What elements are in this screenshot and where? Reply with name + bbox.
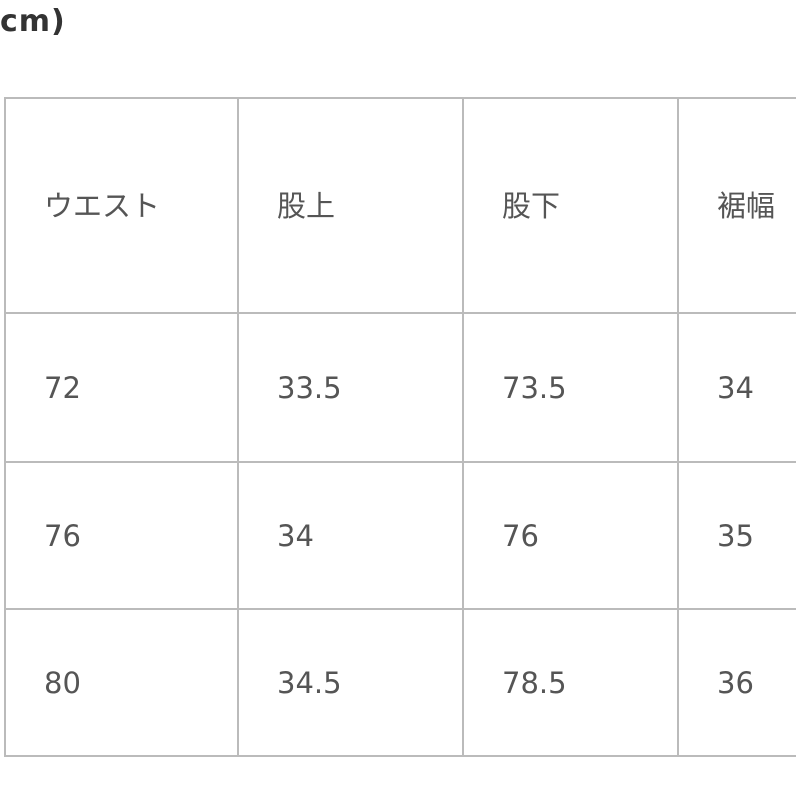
cell: 80 [4, 608, 239, 757]
header-hem-width: 裾幅 [677, 97, 796, 314]
cell: 34 [237, 461, 464, 610]
table-row: 72 33.5 73.5 34 [4, 312, 796, 463]
header-rise: 股上 [237, 97, 464, 314]
header-inseam: 股下 [462, 97, 679, 314]
cell: 33.5 [237, 312, 464, 463]
cell: 73.5 [462, 312, 679, 463]
cell: 35 [677, 461, 796, 610]
cell: 76 [462, 461, 679, 610]
cell: 34.5 [237, 608, 464, 757]
cell: 34 [677, 312, 796, 463]
cell: 76 [4, 461, 239, 610]
unit-label: cm) [0, 4, 66, 39]
cell: 78.5 [462, 608, 679, 757]
header-waist: ウエスト [4, 97, 239, 314]
table-row: 80 34.5 78.5 36 [4, 608, 796, 757]
size-table: ウエスト 股上 股下 裾幅 72 33.5 73.5 34 76 34 76 3… [4, 97, 796, 757]
table-row: 76 34 76 35 [4, 461, 796, 610]
cell: 36 [677, 608, 796, 757]
header-row: ウエスト 股上 股下 裾幅 [4, 97, 796, 314]
cell: 72 [4, 312, 239, 463]
